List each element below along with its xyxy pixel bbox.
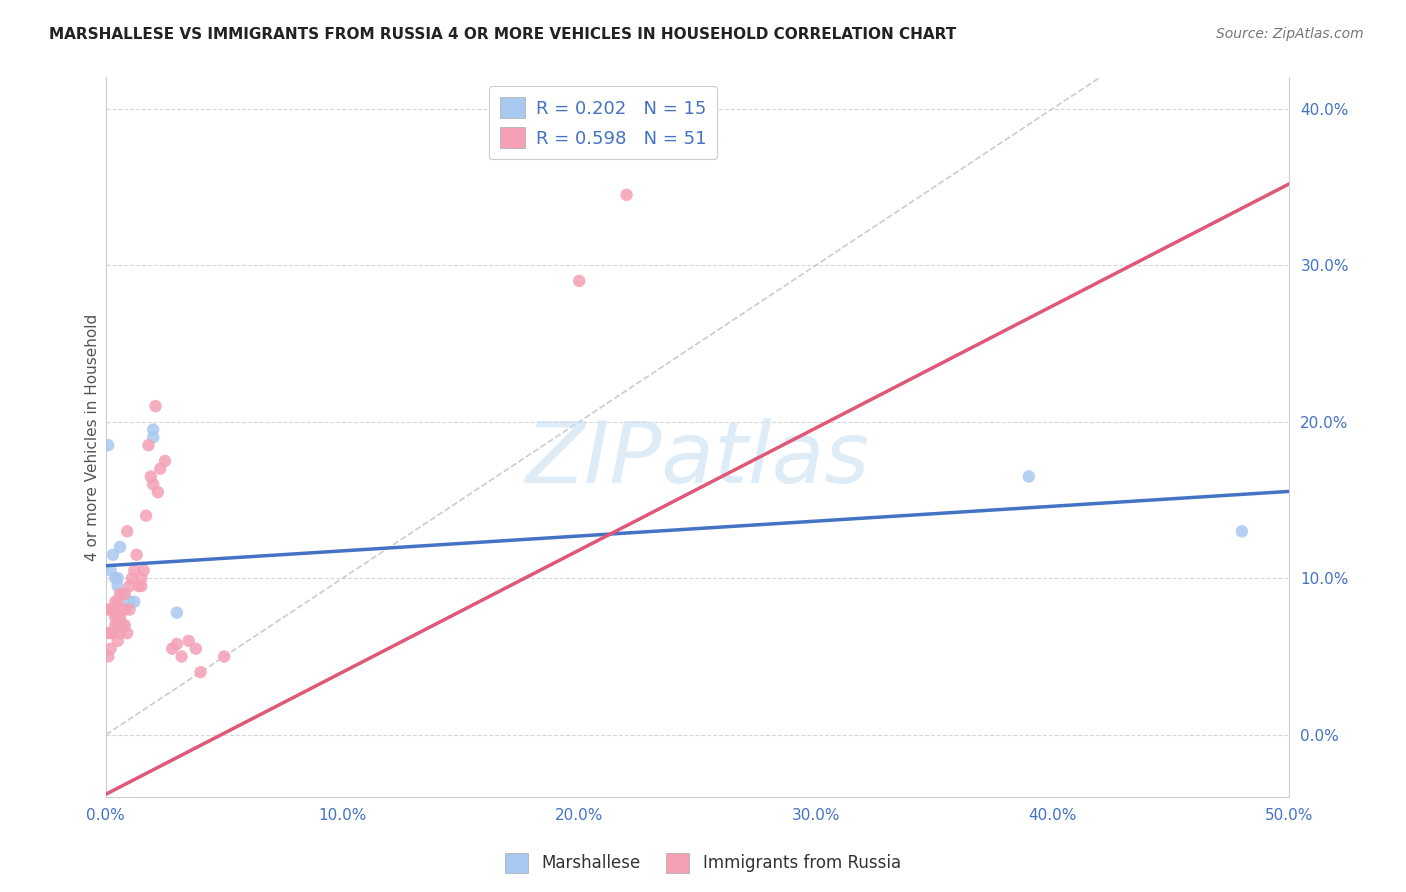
Point: [100, 564, 122, 578]
Point: [111, 618, 134, 632]
Text: MARSHALLESE VS IMMIGRANTS FROM RUSSIA 4 OR MORE VEHICLES IN HOUSEHOLD CORRELATIO: MARSHALLESE VS IMMIGRANTS FROM RUSSIA 4 …: [49, 27, 956, 42]
Point: [114, 602, 136, 616]
Point: [118, 602, 141, 616]
Point: [114, 587, 136, 601]
Point: [97, 649, 120, 664]
Text: ZIPatlas: ZIPatlas: [526, 417, 870, 500]
Point: [107, 595, 129, 609]
Text: Source: ZipAtlas.com: Source: ZipAtlas.com: [1216, 27, 1364, 41]
Point: [166, 637, 188, 651]
Point: [177, 633, 200, 648]
Point: [128, 579, 150, 593]
Point: [170, 649, 193, 664]
Point: [160, 641, 183, 656]
Point: [97, 438, 120, 452]
Point: [115, 524, 138, 539]
Point: [107, 618, 129, 632]
Point: [101, 626, 124, 640]
Point: [108, 610, 131, 624]
Point: [135, 508, 157, 523]
Point: [118, 595, 141, 609]
Legend: Marshallese, Immigrants from Russia: Marshallese, Immigrants from Russia: [499, 847, 907, 880]
Point: [132, 564, 155, 578]
Point: [568, 274, 591, 288]
Point: [107, 571, 129, 585]
Point: [125, 548, 148, 562]
Point: [212, 649, 235, 664]
Point: [111, 602, 134, 616]
Point: [104, 595, 127, 609]
Legend: R = 0.202   N = 15, R = 0.598   N = 51: R = 0.202 N = 15, R = 0.598 N = 51: [489, 87, 717, 159]
Point: [108, 587, 131, 601]
Point: [139, 469, 162, 483]
Point: [142, 423, 165, 437]
Point: [146, 485, 169, 500]
Point: [138, 438, 160, 452]
Point: [190, 665, 212, 680]
Point: [153, 454, 176, 468]
Point: [111, 587, 134, 601]
Point: [104, 610, 127, 624]
Point: [1018, 469, 1040, 483]
Point: [108, 540, 131, 554]
Point: [115, 626, 138, 640]
Point: [100, 626, 122, 640]
Point: [142, 477, 165, 491]
Point: [131, 579, 153, 593]
Point: [166, 606, 188, 620]
Point: [616, 187, 638, 202]
Point: [142, 430, 165, 444]
Y-axis label: 4 or more Vehicles in Household: 4 or more Vehicles in Household: [86, 314, 100, 561]
Point: [108, 626, 131, 640]
Point: [101, 548, 124, 562]
Point: [184, 641, 207, 656]
Point: [145, 399, 167, 413]
Point: [107, 633, 129, 648]
Point: [131, 571, 153, 585]
Point: [122, 564, 145, 578]
Point: [100, 602, 122, 616]
Point: [118, 579, 141, 593]
Point: [107, 610, 129, 624]
Point: [114, 618, 136, 632]
Point: [100, 641, 122, 656]
Point: [97, 602, 120, 616]
Point: [1230, 524, 1253, 539]
Point: [122, 595, 145, 609]
Point: [97, 626, 120, 640]
Point: [107, 579, 129, 593]
Point: [104, 571, 127, 585]
Point: [101, 602, 124, 616]
Point: [121, 571, 143, 585]
Point: [149, 461, 172, 475]
Point: [104, 618, 127, 632]
